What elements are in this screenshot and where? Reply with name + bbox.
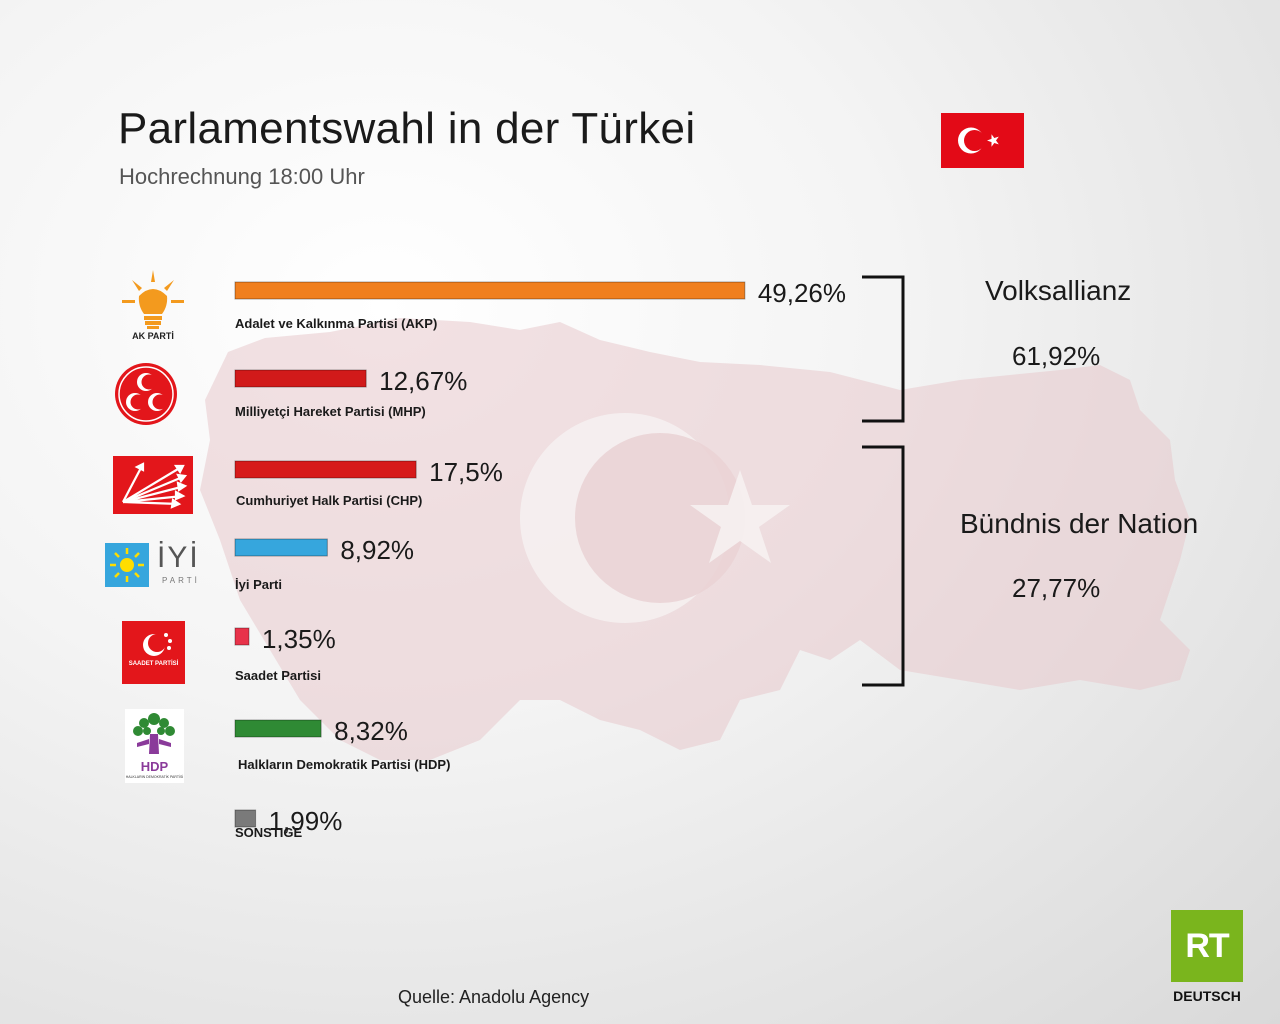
party-name-3: İyi Parti [235, 577, 282, 592]
alliance-bracket-0 [862, 275, 905, 423]
bar-value-label-6: 1,99% [269, 806, 343, 836]
chp-logo [113, 456, 193, 514]
bar-4 [234, 627, 250, 646]
rt-deutsch-logo: RT DEUTSCH [1171, 910, 1243, 1004]
party-name-2: Cumhuriyet Halk Partisi (CHP) [236, 493, 422, 508]
bar-value-label-4: 1,35% [262, 624, 336, 654]
hdp-logo-subtext: HALKLARIN DEMOKRATİK PARTİSİ [125, 775, 184, 779]
iyi-logo-text: İYİ [157, 541, 200, 574]
crescent-inner [575, 433, 745, 603]
alliance-name-buendnis: Bündnis der Nation [960, 508, 1199, 539]
bar-6 [234, 809, 257, 828]
source-note: Quelle: Anadolu Agency [398, 987, 590, 1007]
akp-logo-text: AK PARTİ [132, 331, 174, 341]
hdp-logo: HDP HALKLARIN DEMOKRATİK PARTİSİ [125, 709, 184, 783]
crescent-stars-icon [143, 633, 172, 656]
alliance-name-volksallianz: Volksallianz [985, 275, 1132, 306]
alliance-pct-buendnis: 27,77% [1012, 573, 1101, 603]
bar-1 [234, 369, 367, 388]
star-shape [690, 470, 790, 563]
bar-value-label-5: 8,32% [334, 716, 408, 746]
saadet-logo: SAADET PARTİSİ [122, 621, 185, 684]
bar-0 [234, 281, 746, 300]
alliance-pct-volksallianz: 61,92% [1012, 341, 1101, 371]
six-arrows-icon [113, 456, 193, 514]
bar-value-label-0: 49,26% [758, 278, 846, 308]
party-name-4: Saadet Partisi [235, 668, 321, 683]
rt-logo-text: RT [1185, 926, 1229, 965]
three-crescents-icon [115, 363, 177, 425]
rt-logo-box: RT [1171, 910, 1243, 982]
mhp-logo [115, 363, 177, 425]
bar-value-label-2: 17,5% [429, 457, 503, 487]
bar-5 [234, 719, 322, 738]
page-subtitle: Hochrechnung 18:00 Uhr [119, 164, 365, 189]
bar-value-label-1: 12,67% [379, 366, 467, 396]
party-name-6: SONSTIGE [235, 825, 303, 840]
party-name-5: Halkların Demokratik Partisi (HDP) [238, 757, 450, 772]
alliance-bracket-1 [862, 445, 905, 687]
iyi-logo-subtext: PARTİ [162, 576, 200, 585]
rt-logo-subtext: DEUTSCH [1173, 988, 1241, 1004]
party-name-1: Milliyetçi Hareket Partisi (MHP) [235, 404, 426, 419]
iyi-logo: İYİ PARTİ [105, 541, 200, 589]
bar-value-label-3: 8,92% [340, 535, 414, 565]
bar-3 [234, 538, 328, 557]
lightbulb-icon [122, 270, 184, 329]
hdp-logo-text: HDP [140, 759, 169, 774]
tree-icon [133, 713, 175, 754]
page-title: Parlamentswahl in der Türkei [118, 104, 696, 153]
party-name-0: Adalet ve Kalkınma Partisi (AKP) [235, 316, 437, 331]
turkey-flag-icon [941, 113, 1024, 168]
sun-icon [105, 543, 149, 587]
akp-logo: AK PARTİ [122, 270, 184, 341]
saadet-logo-text: SAADET PARTİSİ [128, 661, 179, 667]
bar-2 [234, 460, 417, 479]
